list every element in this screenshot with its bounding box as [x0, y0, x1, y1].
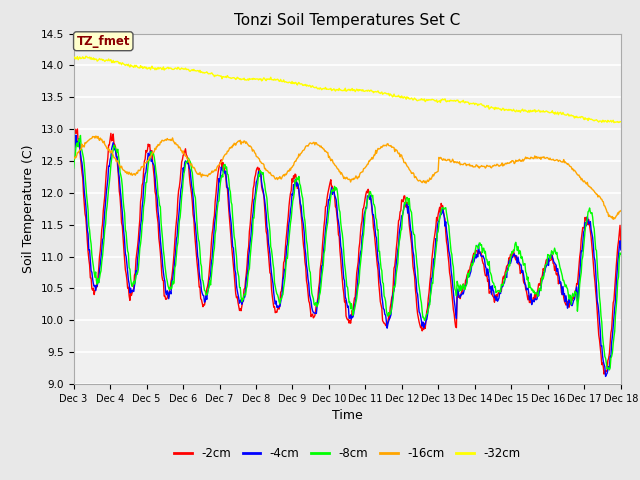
Title: Tonzi Soil Temperatures Set C: Tonzi Soil Temperatures Set C [234, 13, 460, 28]
X-axis label: Time: Time [332, 409, 363, 422]
Text: TZ_fmet: TZ_fmet [77, 35, 130, 48]
Legend: -2cm, -4cm, -8cm, -16cm, -32cm: -2cm, -4cm, -8cm, -16cm, -32cm [169, 443, 525, 465]
Y-axis label: Soil Temperature (C): Soil Temperature (C) [22, 144, 35, 273]
